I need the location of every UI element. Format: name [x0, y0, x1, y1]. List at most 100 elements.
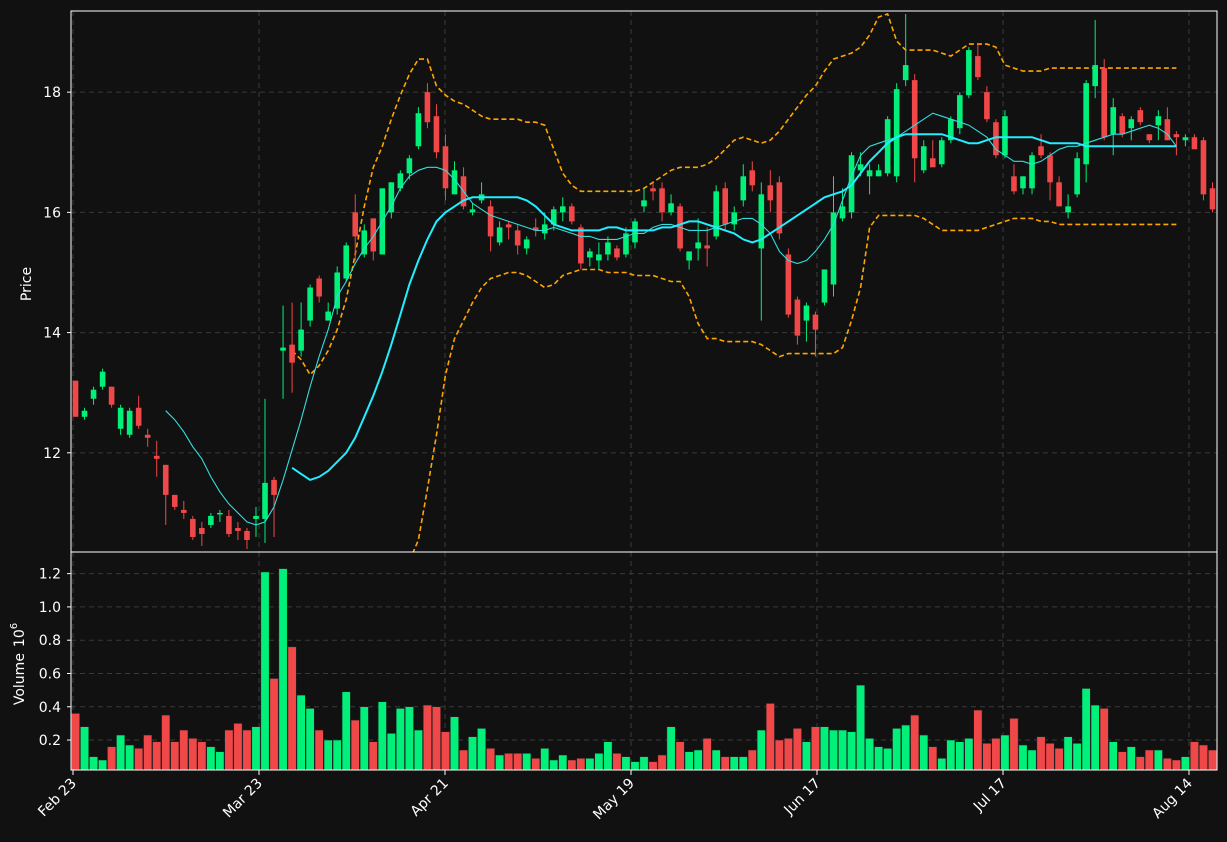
volume-panel-frame — [70, 551, 1218, 771]
volume-bar — [1081, 688, 1091, 771]
volume-bar — [919, 734, 929, 771]
price-tick-label: 18 — [43, 85, 61, 101]
volume-bar — [765, 703, 775, 771]
candle-body — [1029, 155, 1035, 189]
volume-bar — [820, 726, 829, 771]
candle-body — [884, 119, 891, 174]
volume-bar — [314, 729, 324, 771]
volume-bar — [459, 749, 468, 771]
volume-tick-label: 0.6 — [39, 666, 61, 682]
volume-tick-label: 0.2 — [39, 733, 61, 749]
volume-bar — [1190, 741, 1199, 771]
candle-body — [975, 56, 981, 78]
volume-bar — [675, 741, 685, 771]
bollinger-bands — [291, 12, 1177, 552]
volume-bar — [1045, 743, 1055, 771]
volume-bar — [1072, 743, 1082, 771]
volume-bar — [838, 729, 847, 771]
price-axis-title: Price — [19, 267, 35, 301]
candle-body — [578, 227, 584, 264]
candle-body — [596, 254, 602, 261]
volume-bar — [1063, 736, 1073, 771]
candle-body — [316, 278, 322, 297]
candle-body — [993, 122, 999, 156]
volume-bar — [793, 728, 802, 771]
volume-bar — [1153, 749, 1163, 771]
volume-bar — [504, 753, 514, 771]
volume-bar — [323, 739, 333, 771]
volume-bar — [946, 739, 956, 771]
candle-body — [1182, 137, 1189, 141]
candle-body — [171, 494, 178, 507]
volume-bar — [233, 723, 243, 771]
candle-body — [334, 272, 340, 309]
volume-bar — [1181, 756, 1190, 771]
volume-bar — [170, 741, 180, 771]
candle-body — [758, 194, 765, 249]
volume-y-ticks: 0.2 0.4 0.6 0.8 1.0 1.2 — [39, 567, 71, 749]
volume-bar — [576, 758, 586, 771]
candle-body — [1164, 119, 1171, 141]
volume-bar — [892, 728, 902, 771]
volume-bar — [188, 738, 198, 771]
candle-body — [289, 344, 295, 363]
volume-bar — [847, 731, 856, 771]
candle-body — [893, 89, 900, 177]
candle-body — [433, 116, 440, 153]
volume-bar — [549, 759, 559, 771]
volume-bar — [305, 708, 315, 771]
volume-bar — [242, 729, 252, 771]
volume-bar — [1108, 741, 1118, 771]
volume-bar — [982, 743, 992, 771]
volume-bar — [720, 756, 730, 771]
candle-body — [911, 80, 918, 159]
candle-body — [695, 242, 701, 249]
candle-body — [1020, 176, 1026, 189]
volume-panel: 0.2 0.4 0.6 0.8 1.0 1.2 Volume 106 — [9, 551, 1218, 771]
candle-body — [1002, 116, 1008, 156]
candle-body — [686, 251, 692, 261]
candle-body — [948, 119, 954, 141]
volume-axis-exponent-power: 6 — [9, 623, 20, 629]
volume-bar — [603, 741, 613, 771]
volume-bar — [513, 753, 523, 771]
candle-body — [1119, 116, 1126, 135]
volume-bar — [143, 734, 153, 771]
candle-body — [704, 245, 710, 249]
candle-body — [523, 239, 530, 249]
candle-body — [126, 410, 133, 435]
candle-body — [271, 479, 277, 495]
volume-bar — [152, 741, 162, 771]
volume-bar — [558, 754, 568, 771]
candle-body — [1146, 134, 1153, 141]
volume-bar — [928, 746, 938, 771]
volume-bar — [423, 704, 432, 771]
volume-bar — [540, 748, 550, 771]
volume-bar — [522, 753, 532, 771]
price-tick-label: 16 — [43, 205, 61, 221]
candle-body — [361, 230, 368, 255]
volume-bar — [774, 739, 784, 771]
volume-bar — [296, 694, 306, 771]
candle-body — [866, 170, 873, 177]
volume-bar — [910, 714, 920, 771]
candle-body — [1038, 146, 1044, 156]
candle-body — [162, 464, 169, 495]
volume-axis-exponent-base: 10 — [12, 629, 28, 647]
volume-bar — [386, 733, 396, 771]
candle-body — [830, 212, 837, 285]
volume-tick-label: 0.8 — [39, 633, 61, 649]
volume-bar — [134, 748, 144, 771]
volume-axis-label: Volume — [12, 653, 28, 705]
candle-body — [731, 212, 738, 225]
volume-bar — [80, 726, 89, 771]
candle-body — [144, 434, 151, 438]
candle-body — [966, 50, 972, 96]
volume-bar — [260, 571, 270, 771]
candle-body — [496, 227, 503, 243]
candle-body — [550, 209, 557, 225]
candle-body — [1110, 107, 1117, 135]
candle-body — [659, 188, 665, 213]
